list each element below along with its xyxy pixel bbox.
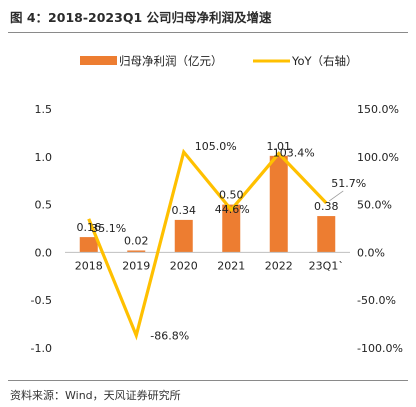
- chart-legend: 归母净利润（亿元） YoY（右轴）: [80, 54, 358, 68]
- data-labels: 0.16 0.02 0.34 0.50 1.01 0.38 35.1% -86.8% 105.0…: [77, 140, 367, 343]
- category-label: 2020: [170, 259, 198, 272]
- right-tick-label: 100.0%: [357, 151, 399, 164]
- left-tick-label: 0.5: [35, 199, 53, 212]
- legend-label-bar: 归母净利润（亿元）: [119, 54, 223, 68]
- bar-value-label: 0.16: [77, 221, 102, 234]
- left-tick-label: -1.0: [31, 342, 52, 355]
- left-tick-label: -0.5: [31, 294, 52, 307]
- bar: [222, 204, 241, 253]
- category-label: 23Q1`: [309, 259, 344, 272]
- yoy-value-label: 44.6%: [215, 203, 250, 216]
- bar-value-label: 1.01: [267, 140, 292, 153]
- yoy-value-label: 35.1%: [91, 222, 126, 235]
- bar-series: [79, 155, 336, 253]
- bar-value-label: 0.02: [124, 234, 149, 247]
- left-tick-label: 1.5: [35, 103, 53, 116]
- yoy-value-label: 105.0%: [195, 140, 237, 153]
- category-label: 2019: [122, 259, 150, 272]
- right-tick-label: 150.0%: [357, 103, 399, 116]
- right-tick-label: -50.0%: [357, 294, 396, 307]
- category-label: 2022: [265, 259, 293, 272]
- left-axis: 1.5 1.0 0.5 0.0 -0.5 -1.0: [31, 103, 52, 355]
- x-axis: 2018 2019 2020 2021 2022 23Q1`: [65, 251, 350, 272]
- bar-value-label: 0.50: [219, 189, 244, 202]
- legend-label-line: YoY（右轴）: [291, 54, 358, 68]
- legend-swatch-bar: [80, 56, 117, 65]
- right-axis: 150.0% 100.0% 50.0% 0.0% -50.0% -100.0%: [357, 103, 403, 355]
- category-label: 2021: [217, 259, 245, 272]
- right-tick-label: 0.0%: [357, 246, 385, 259]
- right-tick-label: -100.0%: [357, 342, 403, 355]
- line-series: [87, 148, 328, 341]
- yoy-label-leader: [329, 190, 344, 202]
- footer-divider: [8, 380, 408, 381]
- yoy-line: [87, 148, 328, 341]
- bar-value-label: 0.34: [172, 204, 197, 217]
- left-tick-label: 0.0: [35, 246, 53, 259]
- bar: [269, 155, 288, 253]
- yoy-value-label: 103.4%: [273, 147, 315, 160]
- bar: [174, 219, 193, 253]
- figure-title: 图 4：2018-2023Q1 公司归母净利润及增速: [10, 10, 272, 25]
- yoy-value-label: -86.8%: [150, 329, 189, 342]
- bar: [79, 237, 98, 253]
- left-tick-label: 1.0: [35, 151, 53, 164]
- bar: [127, 250, 146, 253]
- bar-value-label: 0.38: [314, 200, 339, 213]
- bar: [317, 216, 336, 253]
- source-note: 资料来源：Wind，天风证券研究所: [10, 389, 181, 402]
- title-divider: [8, 32, 408, 33]
- yoy-value-label: 51.7%: [331, 177, 366, 190]
- category-label: 2018: [75, 259, 103, 272]
- right-tick-label: 50.0%: [357, 199, 392, 212]
